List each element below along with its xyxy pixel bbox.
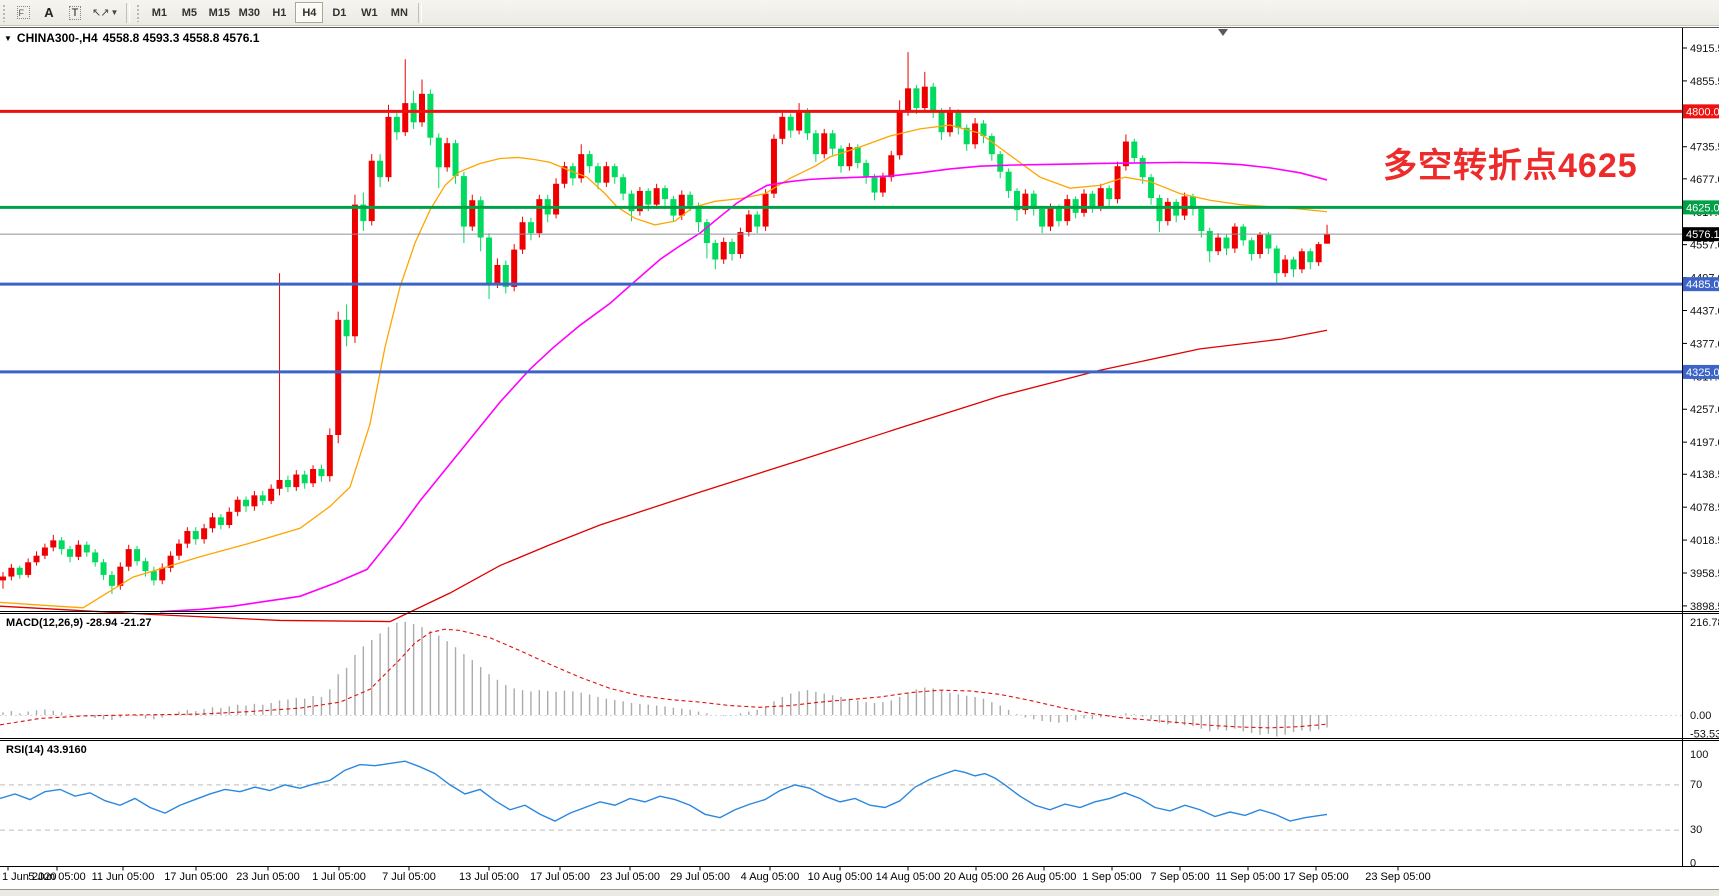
price-badges: 4800.0 4625.0 4485.0 4325.0 4576.1 xyxy=(1683,104,1719,379)
chart-title-collapse-icon[interactable]: ▼ xyxy=(4,33,12,43)
timeframe-button-group: M1 M5 M15 M30 H1 H4 D1 W1 MN xyxy=(144,2,414,23)
svg-text:4485.0: 4485.0 xyxy=(1686,279,1719,291)
svg-text:3958.5: 3958.5 xyxy=(1690,568,1719,580)
svg-text:4800.0: 4800.0 xyxy=(1686,106,1719,118)
timeframe-button-H4[interactable]: H4 xyxy=(295,2,324,23)
chart-symbol-label: CHINA300-,H4 xyxy=(16,31,98,45)
timeframe-button-D1[interactable]: D1 xyxy=(332,6,347,19)
svg-text:4257.0: 4257.0 xyxy=(1690,404,1719,416)
price-axis: 4915.54855.54735.54677.04617.04557.04497… xyxy=(1682,43,1719,870)
svg-text:7 Jul 05:00: 7 Jul 05:00 xyxy=(382,871,436,883)
svg-text:3898.5: 3898.5 xyxy=(1690,601,1719,613)
window-bottom-edge xyxy=(0,889,1719,896)
timeframe-button-MN[interactable]: MN xyxy=(390,6,408,19)
svg-text:1 Jun 2020: 1 Jun 2020 xyxy=(2,871,56,883)
svg-text:5 Jun 05:00: 5 Jun 05:00 xyxy=(28,871,86,883)
svg-text:4437.0: 4437.0 xyxy=(1690,305,1719,317)
chart-ohlc-values: 4558.8 4593.3 4558.8 4576.1 xyxy=(102,31,260,45)
chart-shift-marker[interactable] xyxy=(1218,29,1228,36)
cursor-tools-button[interactable]: ↖↗ ▼ xyxy=(89,2,121,24)
svg-text:4625.0: 4625.0 xyxy=(1686,202,1719,214)
timeframe-button-M5[interactable]: M5 xyxy=(181,6,197,19)
toolbar-grip[interactable] xyxy=(2,3,7,22)
svg-text:4078.5: 4078.5 xyxy=(1690,502,1719,514)
toolbar: F A T ↖↗ ▼ M1 M5 M15 M30 H1 H4 D1 W1 MN xyxy=(0,0,1719,26)
svg-text:4735.5: 4735.5 xyxy=(1690,142,1719,154)
svg-text:7 Sep 05:00: 7 Sep 05:00 xyxy=(1150,871,1209,883)
svg-text:17 Sep 05:00: 17 Sep 05:00 xyxy=(1283,871,1348,883)
svg-text:10 Aug 05:00: 10 Aug 05:00 xyxy=(808,871,873,883)
chart-window-icon[interactable]: F xyxy=(11,2,35,24)
timeframe-button-M15[interactable]: M15 xyxy=(208,6,231,19)
svg-text:4557.0: 4557.0 xyxy=(1690,240,1719,252)
toolbar-separator xyxy=(126,2,131,23)
f-grid-icon: F xyxy=(16,6,30,19)
arrow-text-button[interactable]: A xyxy=(37,2,61,24)
toolbar-separator xyxy=(418,2,423,23)
svg-text:4018.5: 4018.5 xyxy=(1690,535,1719,547)
rsi-panel xyxy=(0,760,1682,831)
horizontal-lines-layer xyxy=(0,109,1682,374)
svg-text:4576.1: 4576.1 xyxy=(1686,229,1719,241)
svg-text:11 Jun 05:00: 11 Jun 05:00 xyxy=(92,871,155,883)
chevron-down-icon: ▼ xyxy=(110,8,119,17)
timeframe-toolbar-grip[interactable] xyxy=(136,3,142,22)
chart-frame xyxy=(0,27,1719,867)
svg-text:14 Aug 05:00: 14 Aug 05:00 xyxy=(876,871,941,883)
svg-text:26 Aug 05:00: 26 Aug 05:00 xyxy=(1012,871,1077,883)
svg-text:70: 70 xyxy=(1690,779,1702,791)
svg-text:1 Jul 05:00: 1 Jul 05:00 xyxy=(312,871,366,883)
text-label-icon: T xyxy=(68,5,82,20)
price-annotation-text: 多空转折点4625 xyxy=(1383,147,1638,185)
svg-text:4377.0: 4377.0 xyxy=(1690,338,1719,350)
svg-text:20 Aug 05:00: 20 Aug 05:00 xyxy=(944,871,1009,883)
svg-text:4915.5: 4915.5 xyxy=(1690,43,1719,55)
svg-text:0.00: 0.00 xyxy=(1690,710,1711,722)
svg-text:4138.5: 4138.5 xyxy=(1690,469,1719,481)
text-label-button[interactable]: T xyxy=(63,2,87,24)
svg-text:23 Sep 05:00: 23 Sep 05:00 xyxy=(1365,871,1430,883)
svg-text:30: 30 xyxy=(1690,824,1702,836)
svg-text:-53.53: -53.53 xyxy=(1690,729,1719,741)
chart-title: ▼ CHINA300-,H4 4558.8 4593.3 4558.8 4576… xyxy=(4,31,259,45)
svg-text:100: 100 xyxy=(1690,749,1708,761)
svg-text:216.78: 216.78 xyxy=(1690,617,1719,629)
svg-text:4677.0: 4677.0 xyxy=(1690,174,1719,186)
svg-text:17 Jun 05:00: 17 Jun 05:00 xyxy=(164,871,228,883)
svg-text:0: 0 xyxy=(1690,858,1696,870)
letter-a-icon: A xyxy=(44,5,54,20)
timeframe-button-M1[interactable]: M1 xyxy=(151,6,167,19)
svg-text:23 Jul 05:00: 23 Jul 05:00 xyxy=(600,871,660,883)
macd-indicator-label: MACD(12,26,9) -28.94 -21.27 xyxy=(6,617,152,629)
timeframe-button-W1[interactable]: W1 xyxy=(361,6,378,19)
svg-text:13 Jul 05:00: 13 Jul 05:00 xyxy=(459,871,519,883)
svg-text:4325.0: 4325.0 xyxy=(1686,367,1719,379)
macd-panel xyxy=(0,621,1682,737)
rsi-indicator-label: RSI(14) 43.9160 xyxy=(6,744,87,756)
cursor-arrows-icon: ↖↗ xyxy=(92,7,109,19)
svg-text:1 Sep 05:00: 1 Sep 05:00 xyxy=(1082,871,1141,883)
svg-text:29 Jul 05:00: 29 Jul 05:00 xyxy=(670,871,730,883)
candles-layer xyxy=(0,52,1331,595)
timeframe-button-M30[interactable]: M30 xyxy=(238,6,261,19)
timeframe-button-H1[interactable]: H1 xyxy=(272,6,287,19)
svg-text:17 Jul 05:00: 17 Jul 05:00 xyxy=(530,871,590,883)
svg-text:4 Aug 05:00: 4 Aug 05:00 xyxy=(741,871,800,883)
svg-text:4197.0: 4197.0 xyxy=(1690,437,1719,449)
panel-separators xyxy=(0,28,1719,867)
svg-text:11 Sep 05:00: 11 Sep 05:00 xyxy=(1216,871,1281,883)
svg-text:23 Jun 05:00: 23 Jun 05:00 xyxy=(236,871,300,883)
svg-text:4855.5: 4855.5 xyxy=(1690,76,1719,88)
moving-averages-layer xyxy=(0,124,1328,623)
